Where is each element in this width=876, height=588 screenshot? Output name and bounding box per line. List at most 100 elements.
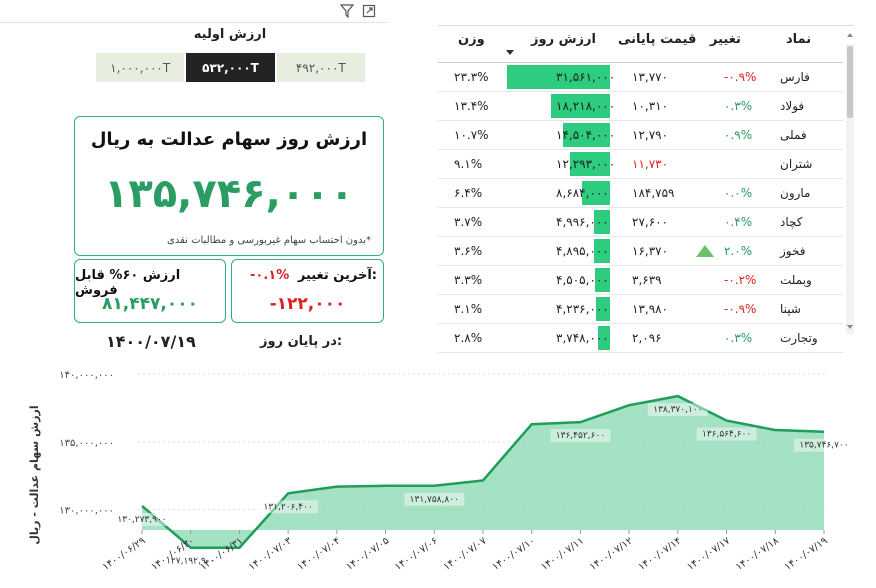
focus-mode-icon[interactable] bbox=[362, 3, 376, 18]
cell-symbol: فارس bbox=[780, 70, 810, 84]
header-weight[interactable]: وزن bbox=[458, 32, 485, 47]
sort-desc-icon bbox=[506, 50, 514, 55]
cell-value: ۴,۲۳۶,۰۰۰ bbox=[556, 302, 609, 316]
cell-symbol: وبملت bbox=[780, 273, 812, 287]
cell-weight: ۲.۸% bbox=[454, 331, 483, 345]
cell-weight: ۲۳.۳% bbox=[454, 70, 489, 84]
cell-symbol: فملی bbox=[780, 128, 807, 142]
chart-y-axis-label: ارزش سهام عدالت - ریال bbox=[28, 405, 41, 544]
table-scroll-thumb[interactable] bbox=[847, 46, 853, 118]
x-tick-label: ۱۴۰۰/۰۷/۰۳ bbox=[247, 535, 295, 573]
data-label-bg bbox=[258, 500, 319, 514]
change-pct: -۰.۱% bbox=[250, 268, 290, 283]
cell-close: ۱۲,۷۹۰ bbox=[632, 128, 669, 142]
change-value: -۱۲۲,۰۰۰ bbox=[269, 294, 346, 314]
base-value-slicer: ۱,۰۰۰,۰۰۰T ۵۳۲,۰۰۰T ۴۹۲,۰۰۰T bbox=[95, 52, 366, 83]
x-tick-label: ۱۴۰۰/۰۷/۱۲ bbox=[588, 535, 635, 573]
base-option-492000[interactable]: ۴۹۲,۰۰۰T bbox=[275, 52, 366, 83]
table-row[interactable]: فارس -۰.۹% ۱۳,۷۷۰ ۳۱,۵۶۱,۰۰۰ ۲۳.۳% bbox=[438, 63, 843, 92]
x-tick-label: ۱۴۰۰/۰۷/۱۸ bbox=[734, 535, 782, 573]
header-close[interactable]: قیمت پایانی bbox=[618, 32, 697, 47]
table-row[interactable]: فملی ۰.۹% ۱۲,۷۹۰ ۱۴,۵۰۴,۰۰۰ ۱۰.۷% bbox=[438, 121, 843, 150]
table-row[interactable]: وبملت -۰.۲% ۳,۶۳۹ ۴,۵۰۵,۰۰۰ ۳.۳% bbox=[438, 266, 843, 295]
cell-value: ۴,۹۹۶,۰۰۰ bbox=[556, 215, 609, 229]
cell-close: ۱۱,۷۳۰ bbox=[632, 157, 669, 171]
value-bar bbox=[596, 297, 610, 321]
cell-change: -۰.۹% bbox=[724, 302, 757, 316]
cell-close: ۲,۰۹۶ bbox=[632, 331, 662, 345]
data-label-bg bbox=[404, 492, 465, 506]
cell-symbol: مارون bbox=[780, 186, 811, 200]
table-top-border bbox=[438, 25, 854, 26]
header-symbol[interactable]: نماد bbox=[786, 32, 812, 47]
value-bar bbox=[581, 181, 610, 205]
data-label: ۱۳۶,۴۵۲,۶۰۰ bbox=[556, 431, 605, 441]
table-row[interactable]: فخوز ۲.۰% ۱۶,۳۷۰ ۴,۸۹۵,۰۰۰ ۳.۶% bbox=[438, 237, 843, 266]
cell-symbol: شتران bbox=[780, 157, 813, 171]
sellable-value-card: ارزش ۶۰% قابل فروش ۸۱,۴۴۷,۰۰۰ bbox=[74, 259, 226, 323]
data-label-bg bbox=[794, 438, 854, 452]
base-option-1000000[interactable]: ۱,۰۰۰,۰۰۰T bbox=[95, 52, 186, 83]
cell-weight: ۱۰.۷% bbox=[454, 128, 489, 142]
cell-change: ۲.۰% bbox=[724, 244, 753, 258]
y-tick-label: ۱۳۵,۰۰۰,۰۰۰ bbox=[59, 438, 114, 449]
cell-weight: ۳.۷% bbox=[454, 215, 483, 229]
cell-symbol: شپنا bbox=[780, 302, 801, 316]
base-value-title: ارزش اولیه bbox=[193, 27, 267, 42]
x-tick-label: ۱۴۰۰/۰۷/۱۷ bbox=[685, 535, 733, 573]
x-tick-label: ۱۴۰۰/۰۷/۱۴ bbox=[637, 535, 684, 573]
y-tick-label: ۱۴۰,۰۰۰,۰۰۰ bbox=[59, 370, 114, 381]
value-bar bbox=[594, 239, 610, 263]
x-tick-label: ۱۴۰۰/۰۷/۰۶ bbox=[393, 535, 440, 573]
header-value[interactable]: ارزش روز bbox=[531, 32, 596, 47]
header-change[interactable]: تغییر bbox=[710, 32, 741, 47]
table-row[interactable]: مارون ۰.۰% ۱۸۴,۷۵۹ ۸,۶۸۴,۰۰۰ ۶.۴% bbox=[438, 179, 843, 208]
scroll-up-icon[interactable] bbox=[847, 33, 853, 37]
cell-symbol: فولاد bbox=[780, 99, 805, 113]
data-label: ۱۳۱,۷۵۸,۸۰۰ bbox=[410, 495, 459, 505]
data-label: ۱۳۸,۳۷۰,۱۰۰ bbox=[653, 405, 702, 415]
value-bar bbox=[507, 65, 610, 89]
data-label: ۱۳۵,۷۴۶,۷۰۰ bbox=[799, 441, 848, 451]
cell-weight: ۳.۶% bbox=[454, 244, 483, 258]
table-row[interactable]: شپنا -۰.۹% ۱۳,۹۸۰ ۴,۲۳۶,۰۰۰ ۳.۱% bbox=[438, 295, 843, 324]
cell-value: ۳,۷۴۸,۰۰۰ bbox=[556, 331, 609, 345]
header-divider-line bbox=[438, 62, 843, 63]
data-label-bg bbox=[160, 554, 221, 568]
x-tick-label: ۱۴۰۰/۰۷/۰۴ bbox=[296, 535, 343, 573]
table-row[interactable]: کچاد ۰.۴% ۲۷,۶۰۰ ۴,۹۹۶,۰۰۰ ۳.۷% bbox=[438, 208, 843, 237]
cell-value: ۱۲,۲۹۳,۰۰۰ bbox=[556, 157, 616, 171]
data-label-bg bbox=[647, 403, 708, 417]
cell-change: -۰.۲% bbox=[724, 273, 757, 287]
cell-value: ۳۱,۵۶۱,۰۰۰ bbox=[556, 70, 616, 84]
table-row[interactable]: شتران ۱۱,۷۳۰ ۱۲,۲۹۳,۰۰۰ ۹.۱% bbox=[438, 150, 843, 179]
kpi-title: ارزش روز سهام عدالت به ریال bbox=[90, 129, 368, 150]
filter-icon[interactable] bbox=[339, 3, 355, 19]
value-bar bbox=[550, 94, 610, 118]
base-option-532000[interactable]: ۵۳۲,۰۰۰T bbox=[185, 52, 276, 83]
table-row[interactable]: فولاد ۰.۳% ۱۰,۳۱۰ ۱۸,۲۱۸,۰۰۰ ۱۳.۴% bbox=[438, 92, 843, 121]
data-label: ۱۲۷,۱۹۲,۹۰۰ bbox=[166, 557, 215, 567]
cell-change: -۰.۹% bbox=[724, 70, 757, 84]
table-row[interactable]: وتجارت ۰.۳% ۲,۰۹۶ ۳,۷۴۸,۰۰۰ ۲.۸% bbox=[438, 324, 843, 353]
cell-change: ۰.۴% bbox=[724, 215, 753, 229]
value-area bbox=[142, 396, 824, 548]
cell-close: ۱۸۴,۷۵۹ bbox=[632, 186, 675, 200]
header-divider bbox=[0, 22, 388, 23]
cell-value: ۱۸,۲۱۸,۰۰۰ bbox=[556, 99, 616, 113]
cell-weight: ۱۳.۴% bbox=[454, 99, 489, 113]
data-label: ۱۳۰,۲۷۳,۹۰۰ bbox=[117, 515, 166, 525]
cell-symbol: وتجارت bbox=[780, 331, 818, 345]
cell-value: ۱۴,۵۰۴,۰۰۰ bbox=[556, 128, 616, 142]
value-bar bbox=[569, 152, 610, 176]
scroll-down-icon[interactable] bbox=[847, 325, 853, 329]
x-tick-label: ۱۴۰۰/۰۷/۱۱ bbox=[539, 535, 586, 573]
x-tick-label: ۱۴۰۰/۰۷/۰۵ bbox=[344, 535, 391, 573]
cell-value: ۴,۵۰۵,۰۰۰ bbox=[556, 273, 609, 287]
cell-change: ۰.۰% bbox=[724, 186, 753, 200]
cell-value: ۴,۸۹۵,۰۰۰ bbox=[556, 244, 609, 258]
table-scrollbar[interactable] bbox=[846, 44, 854, 334]
cell-symbol: فخوز bbox=[780, 244, 806, 258]
cell-weight: ۹.۱% bbox=[454, 157, 483, 171]
x-tick-label: ۱۴۰۰/۰۷/۱۹ bbox=[783, 535, 830, 573]
